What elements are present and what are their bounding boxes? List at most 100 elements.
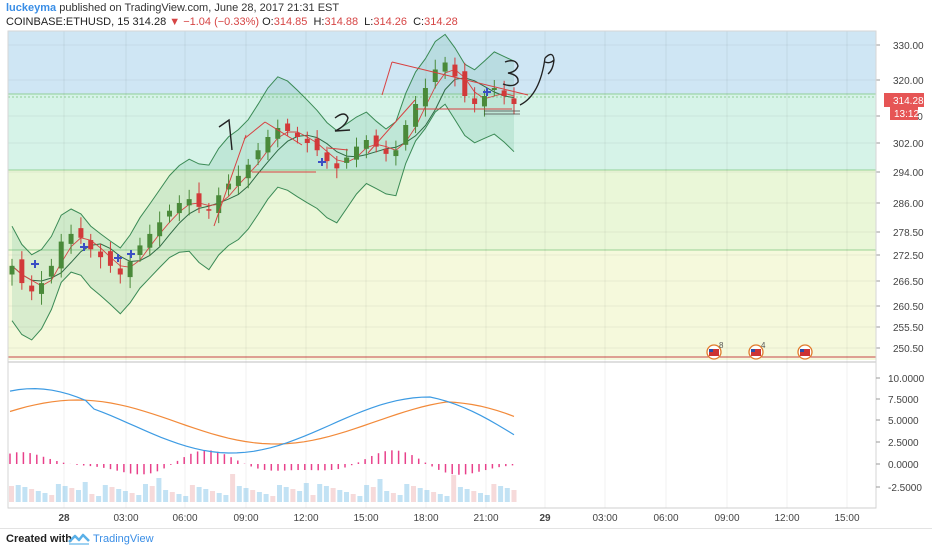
zone-upper	[8, 31, 876, 94]
symbol-line: COINBASE:ETHUSD, 15 314.28 ▼ −1.04 (−0.3…	[6, 15, 926, 29]
volume-bar	[270, 496, 276, 502]
volume-bar	[478, 493, 483, 502]
candle-up	[166, 210, 172, 217]
candle-down	[206, 209, 212, 211]
author-link[interactable]: luckeyma	[6, 2, 57, 14]
volume-bar	[411, 486, 416, 502]
flag-icon	[800, 349, 810, 356]
candle-down	[452, 64, 458, 77]
candle-up	[186, 199, 192, 206]
time-tick-label: 29	[539, 513, 551, 524]
volume-bar	[76, 490, 81, 502]
current-price-tag	[884, 93, 924, 107]
tradingview-brand[interactable]: TradingView	[93, 533, 154, 545]
volume-bar	[364, 485, 370, 502]
price-change: ▼ −1.04 (−0.33%)	[169, 16, 260, 28]
volume-bar	[189, 485, 195, 502]
price-tick-label: 330.00	[893, 41, 924, 52]
candle-down	[196, 193, 202, 207]
volume-bar	[9, 486, 14, 502]
trendline-drawing	[327, 147, 349, 151]
price-tick-label: 260.50	[893, 302, 924, 313]
symbol-name[interactable]: COINBASE:ETHUSD, 15	[6, 16, 130, 28]
volume-bar	[504, 488, 510, 502]
candle-up	[9, 265, 15, 275]
tradingview-logo-icon[interactable]	[68, 532, 90, 546]
candle-down	[462, 71, 468, 96]
time-tick-label: 15:00	[834, 513, 859, 524]
volume-bar	[444, 496, 450, 502]
candle-up	[442, 62, 448, 72]
publish-info: published on TradingView.com, June 28, 2…	[59, 2, 340, 14]
candle-up	[127, 261, 133, 278]
candle-down	[472, 98, 478, 104]
volume-bar	[29, 489, 35, 502]
last-price: 314.28	[132, 16, 167, 28]
candle-up	[176, 203, 182, 214]
candle-down	[294, 132, 300, 137]
candle-up	[491, 88, 497, 90]
volume-bar	[417, 488, 423, 502]
volume-bar	[277, 485, 282, 502]
high-label: H:	[313, 16, 325, 28]
bollinger-upper-band	[11, 33, 515, 256]
time-tick-label: 28	[58, 513, 70, 524]
low-value: 314.26	[373, 16, 408, 28]
volume-bar	[196, 487, 202, 502]
chart-header: luckeyma published on TradingView.com, J…	[6, 1, 926, 29]
volume-bar	[230, 474, 236, 502]
volume-bar	[491, 484, 497, 502]
volume-bar	[163, 490, 169, 502]
candle-up	[147, 233, 153, 248]
volume-bar	[344, 492, 349, 502]
candle-down	[29, 285, 35, 292]
volume-bar	[290, 489, 296, 502]
flag-icon	[751, 349, 761, 356]
candle-up	[68, 233, 74, 244]
indicator-tick-label: -2.5000	[888, 483, 922, 494]
volume-bar	[169, 492, 175, 502]
volume-bar	[377, 479, 383, 502]
volume-bar	[511, 490, 517, 502]
volume-bar	[136, 495, 142, 502]
candle-up	[265, 137, 271, 153]
close-value: 314.28	[424, 16, 458, 28]
price-tick-label: 272.50	[893, 251, 924, 262]
zone-bottom	[8, 250, 876, 360]
volume-bar	[176, 494, 182, 502]
projection-arrow	[519, 57, 546, 106]
volume-bar	[330, 488, 336, 502]
time-tick-label: 15:00	[353, 513, 378, 524]
price-chart[interactable]: 123984330.00320.00311.00302.00294.00286.…	[0, 0, 932, 528]
volume-bar	[89, 494, 95, 502]
cross-marker	[483, 88, 491, 96]
candle-up	[393, 150, 399, 157]
volume-bar	[210, 491, 215, 502]
volume-bar	[156, 478, 162, 502]
volume-bar	[69, 488, 75, 502]
indicator-tick-label: 7.5000	[888, 395, 919, 406]
flag-icon	[751, 349, 755, 352]
volume-bar	[424, 490, 430, 502]
candle-up	[432, 69, 438, 82]
cross-marker	[80, 243, 88, 251]
volume-bar	[297, 491, 303, 502]
volume-bar	[484, 495, 490, 502]
volume-bar	[337, 490, 343, 502]
candle-down	[107, 251, 113, 266]
candle-up	[235, 175, 241, 186]
annotation-wave-3-stroke	[502, 59, 519, 87]
volume-bar	[317, 484, 323, 502]
candle-down	[373, 135, 379, 147]
candle-down	[383, 148, 389, 154]
candle-up	[58, 241, 64, 269]
candle-down	[304, 138, 310, 143]
volume-bar	[283, 487, 289, 502]
indicator-tick-label: 2.5000	[888, 438, 919, 449]
volume-bar	[263, 494, 269, 502]
time-tick-label: 18:00	[413, 513, 438, 524]
moving-average-fast	[11, 68, 515, 287]
candle-up	[275, 128, 281, 139]
flag-icon	[709, 349, 713, 352]
volume-bar	[390, 493, 396, 502]
